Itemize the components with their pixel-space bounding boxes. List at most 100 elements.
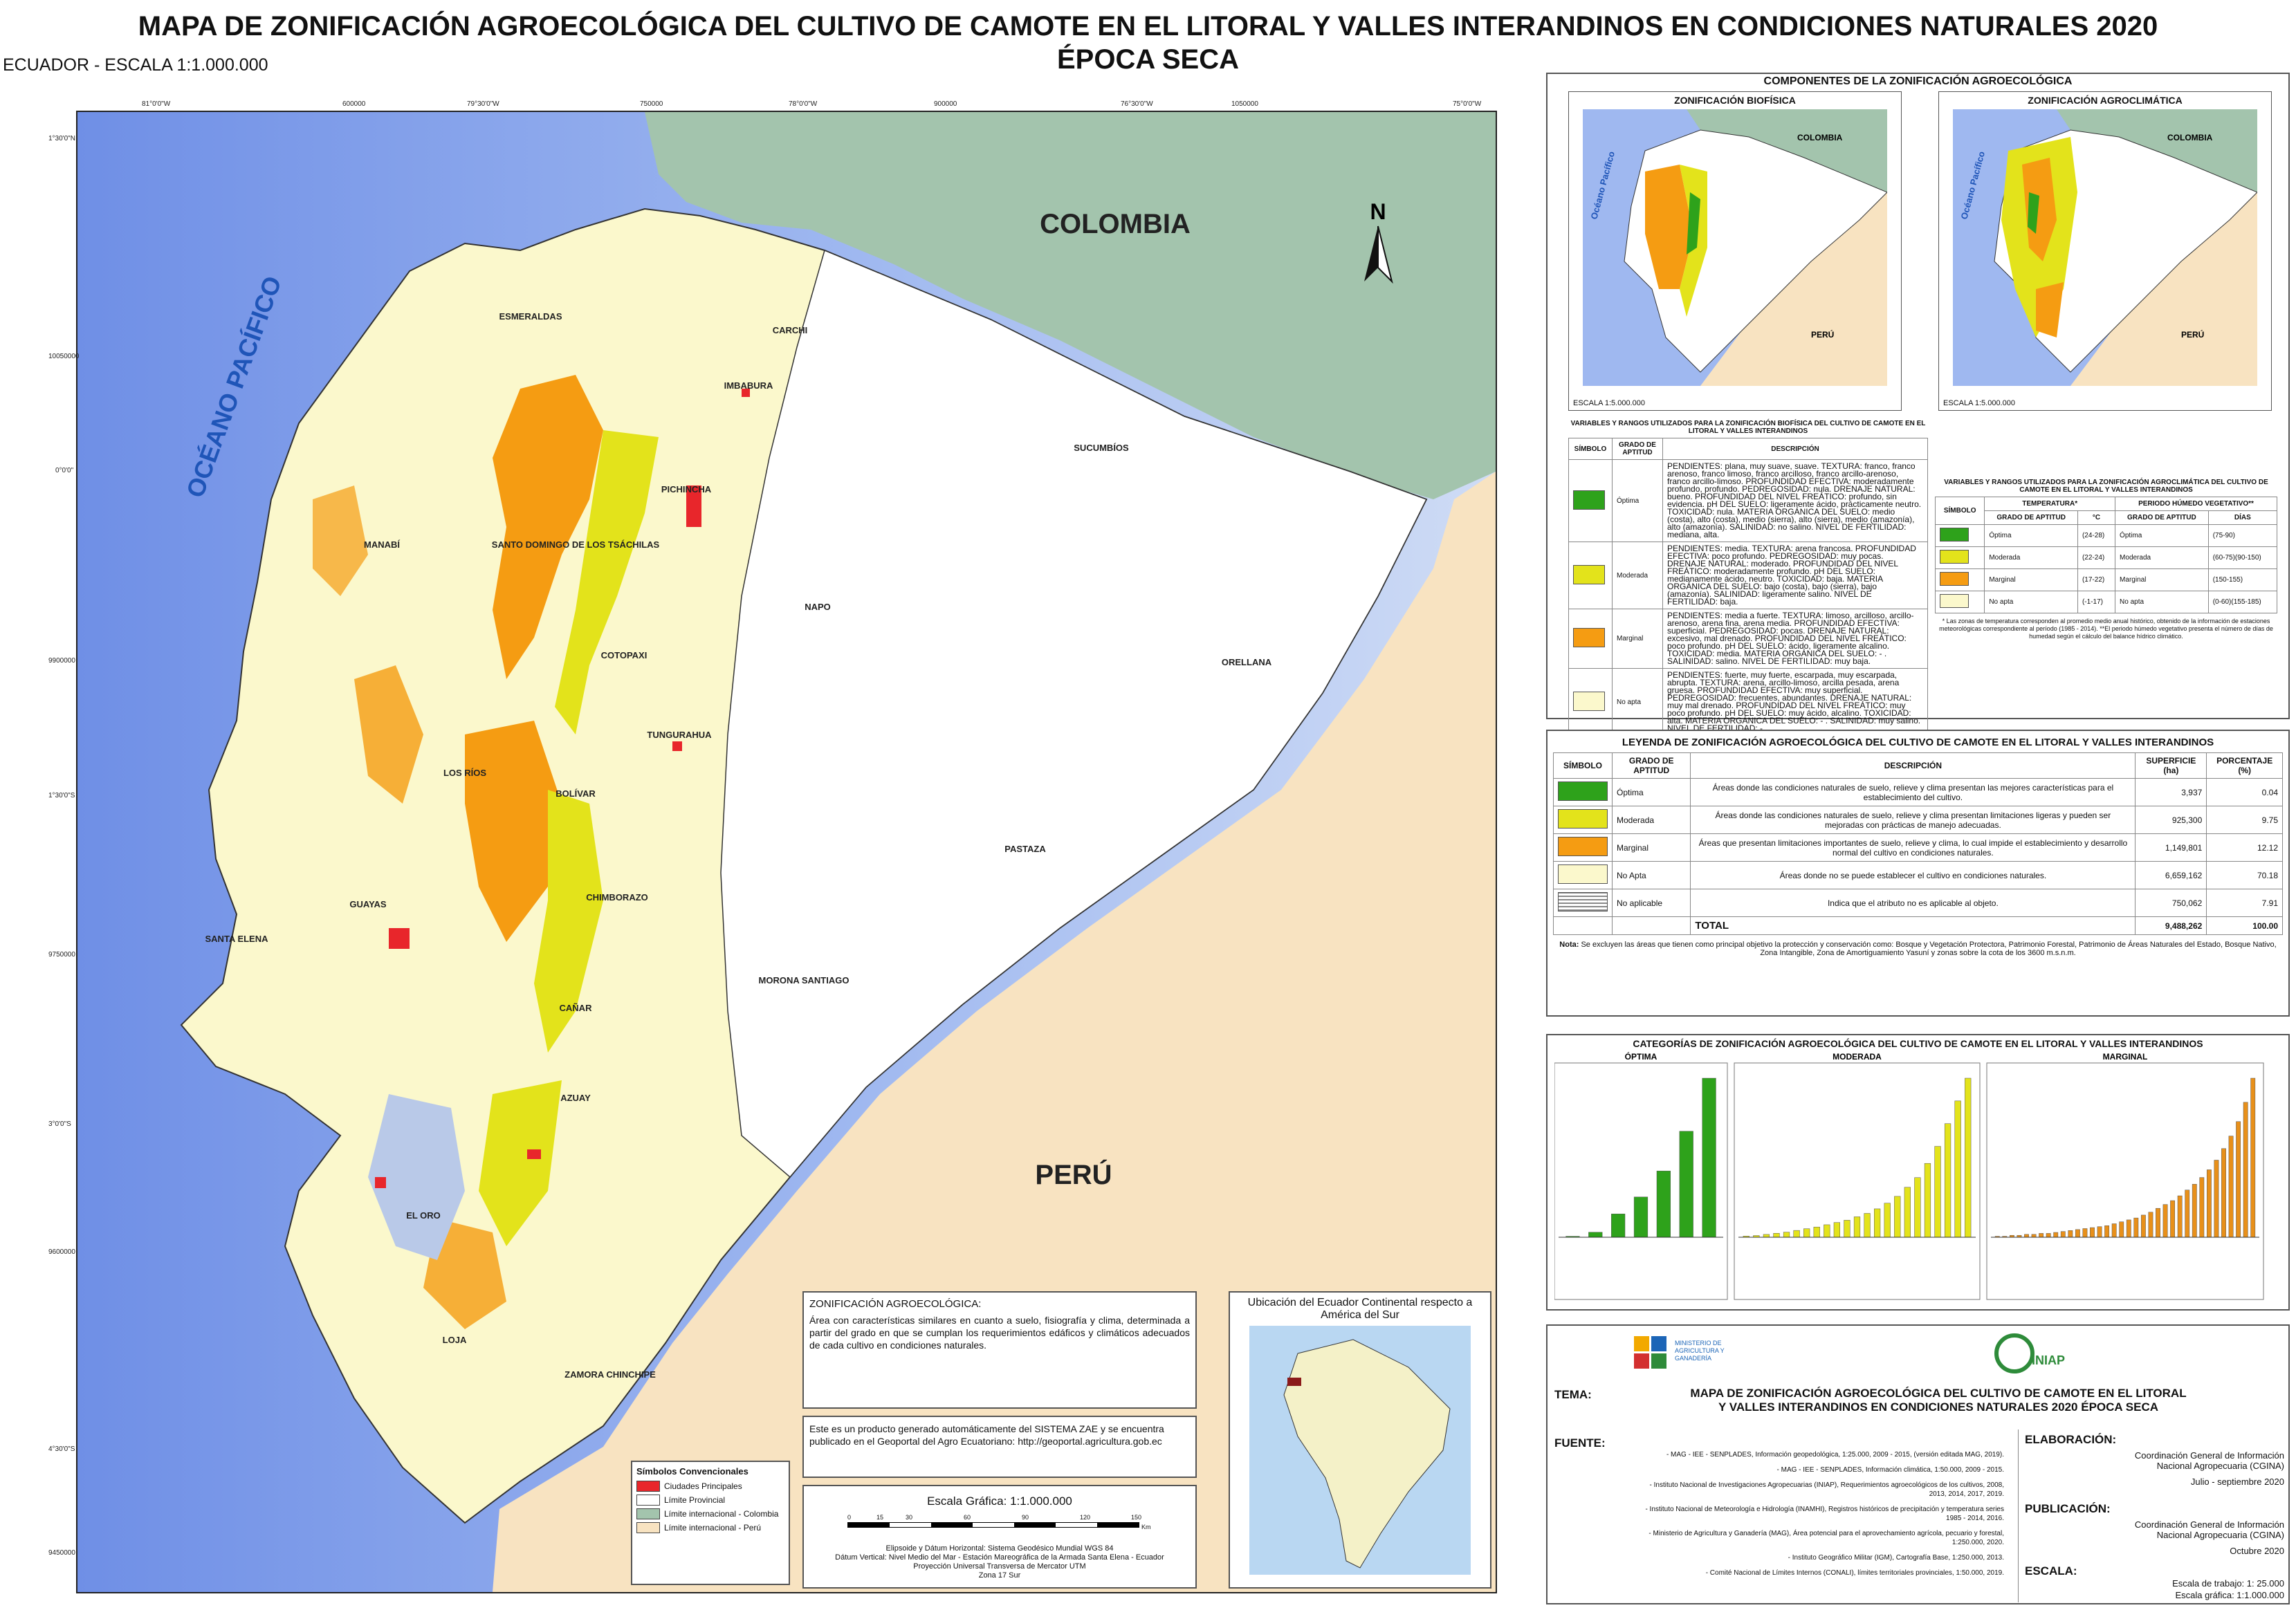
- grade: No apta: [1612, 668, 1663, 736]
- grid-tick: 9750000: [48, 951, 75, 959]
- grid-tick: 79°30'0"W: [467, 100, 499, 108]
- bar: [2119, 1221, 2124, 1238]
- location-box: Ubicación del Ecuador Continental respec…: [1229, 1291, 1491, 1589]
- prov-label: EL ORO: [406, 1210, 441, 1221]
- area: 3,937: [2135, 778, 2207, 806]
- grade: Óptima: [1612, 459, 1663, 542]
- grid-tick: 81°0'0"W: [142, 100, 171, 108]
- bar: [2243, 1102, 2248, 1238]
- legend-item: Ciudades Principales: [636, 1481, 784, 1492]
- bar: [2185, 1190, 2190, 1238]
- chart-panel-0: ÓPTIMA: [1554, 1051, 1728, 1300]
- desc: PENDIENTES: media a fuerte. TEXTURA: lim…: [1662, 609, 1928, 669]
- col-header: TEMPERATURA*: [1984, 497, 2116, 511]
- map-subtitle: ÉPOCA SECA: [1056, 44, 1239, 75]
- grade: Marginal: [1611, 833, 1691, 862]
- grade: Marginal: [1984, 568, 2078, 591]
- swatch: [1573, 490, 1605, 510]
- amazon-region: [720, 249, 1428, 1178]
- prov-label: PICHINCHA: [661, 484, 712, 494]
- legend-label: Límite Provincial: [664, 1495, 726, 1505]
- bar: [2140, 1214, 2146, 1238]
- marginal-zone: [313, 485, 368, 596]
- bar: [1965, 1077, 1972, 1238]
- label-peru: PERÚ: [1035, 1158, 1112, 1190]
- grade: Moderada: [1984, 546, 2078, 569]
- grid-tick: 9900000: [48, 657, 75, 665]
- gulf-of-guayaquil: [368, 1094, 465, 1260]
- prov-label: ORELLANA: [1222, 657, 1272, 667]
- bar: [1702, 1077, 1716, 1238]
- zae-definition-box: ZONIFICACIÓN AGROECOLÓGICA: Área con car…: [802, 1291, 1197, 1409]
- panel-title: MODERADA: [1833, 1052, 1882, 1062]
- legend-label: Límite internacional - Perú: [664, 1523, 762, 1533]
- grid-tick: 76°30'0"W: [1121, 100, 1153, 108]
- days: (0-60)(155-185): [2207, 591, 2278, 613]
- scale-tick: 0: [847, 1514, 852, 1521]
- scale-tick: 90: [1022, 1514, 1029, 1521]
- table-row: No aplicable Indica que el atributo no es…: [1553, 889, 2283, 917]
- chart-panel-1: MODERADA: [1734, 1052, 1981, 1300]
- prov-label: SUCUMBÍOS: [1074, 443, 1129, 453]
- col-header: PERIODO HÚMEDO VEGETATIVO**: [2115, 497, 2277, 511]
- bar: [2228, 1136, 2234, 1238]
- marginal-zone: [354, 665, 423, 804]
- mini-title: ZONIFICACIÓN AGROCLIMÁTICA: [2028, 95, 2183, 106]
- scale-bar: 0 15 30 60 90 120 150 Km: [847, 1514, 1152, 1532]
- swatch: [1558, 781, 1608, 801]
- swatch: [1940, 594, 1969, 608]
- pct: 7.91: [2206, 889, 2283, 917]
- bar: [2031, 1234, 2037, 1238]
- col-header: SUPERFICIE (ha): [2135, 752, 2207, 779]
- chart-frame: [1734, 1062, 1981, 1300]
- desc: Áreas donde no se puede establecer el cu…: [1690, 861, 2136, 889]
- bar: [1844, 1220, 1850, 1238]
- table-row: Moderada (22-24) Moderada (60-75)(90-150): [1934, 546, 2278, 569]
- mini-map-agroclimatica: ZONIFICACIÓN AGROCLIMÁTICA COLOMBIA PERÚ…: [1938, 91, 2272, 411]
- mini-scale: ESCALA 1:5.000.000: [1943, 399, 2015, 407]
- escala-trabajo: Escala de trabajo: 1: 25.000: [2172, 1578, 2284, 1589]
- bar: [1924, 1163, 1931, 1238]
- city-ibarra: [742, 389, 750, 397]
- total-label: TOTAL: [1690, 916, 2136, 935]
- grid-tick: 4°30'0"S: [48, 1445, 75, 1453]
- bar: [1793, 1230, 1800, 1238]
- city-ambato: [672, 741, 682, 751]
- total-row: TOTAL 9,488,262 100.00: [1553, 916, 2283, 935]
- elab-date: Julio - septiembre 2020: [2190, 1477, 2284, 1487]
- bar: [2126, 1219, 2131, 1238]
- mini-label-colombia: COLOMBIA: [1797, 133, 1843, 142]
- col-header: GRADO DE APTITUD: [1612, 438, 1663, 460]
- grid-tick: 78°0'0"W: [789, 100, 818, 108]
- marginal-zone: [493, 375, 603, 679]
- grade: Óptima: [1984, 524, 2078, 547]
- graphic-scale-box: Escala Gráfica: 1:1.000.000 0 15 30 60 9…: [802, 1485, 1197, 1589]
- scale-tick: 15: [876, 1514, 884, 1521]
- fuente-item: - MAG - IEE - SENPLADES, Información geo…: [1666, 1451, 2004, 1459]
- table-row: Moderada PENDIENTES: media. TEXTURA: are…: [1568, 542, 1928, 609]
- bar: [2236, 1121, 2241, 1238]
- fuente-label: FUENTE:: [1554, 1436, 1606, 1450]
- chart-panel: CATEGORÍAS DE ZONIFICACIÓN AGROECOLÓGICA…: [1546, 1034, 2290, 1311]
- bar: [1803, 1228, 1810, 1238]
- prov-label: PASTAZA: [1004, 844, 1046, 854]
- swatch: [1940, 528, 1969, 542]
- grid-tick: 9450000: [48, 1549, 75, 1557]
- chart-title: CATEGORÍAS DE ZONIFICACIÓN AGROECOLÓGICA…: [1633, 1038, 2203, 1049]
- pub-date: Octubre 2020: [2230, 1546, 2284, 1556]
- grid-tick: 3°0'0"S: [48, 1120, 71, 1128]
- location-title: Ubicación del Ecuador Continental respec…: [1247, 1297, 1473, 1321]
- bar: [1853, 1216, 1861, 1238]
- bar: [1679, 1131, 1693, 1238]
- legend-item: Límite Provincial: [636, 1495, 784, 1506]
- grid-tick: 1°30'0"N: [48, 135, 75, 142]
- elab-text: Coordinación General de Información Naci…: [2134, 1450, 2284, 1471]
- grid-tick: 9600000: [48, 1248, 75, 1256]
- bio-table-title: VARIABLES Y RANGOS UTILIZADOS PARA LA ZO…: [1570, 420, 1926, 435]
- moderate-zone: [555, 430, 659, 734]
- temp: (-1-17): [2077, 591, 2116, 613]
- bar: [1763, 1234, 1770, 1238]
- bar: [1656, 1170, 1671, 1238]
- grade: Moderada: [2115, 546, 2209, 569]
- grid-tick: 75°0'0"W: [1453, 100, 1482, 108]
